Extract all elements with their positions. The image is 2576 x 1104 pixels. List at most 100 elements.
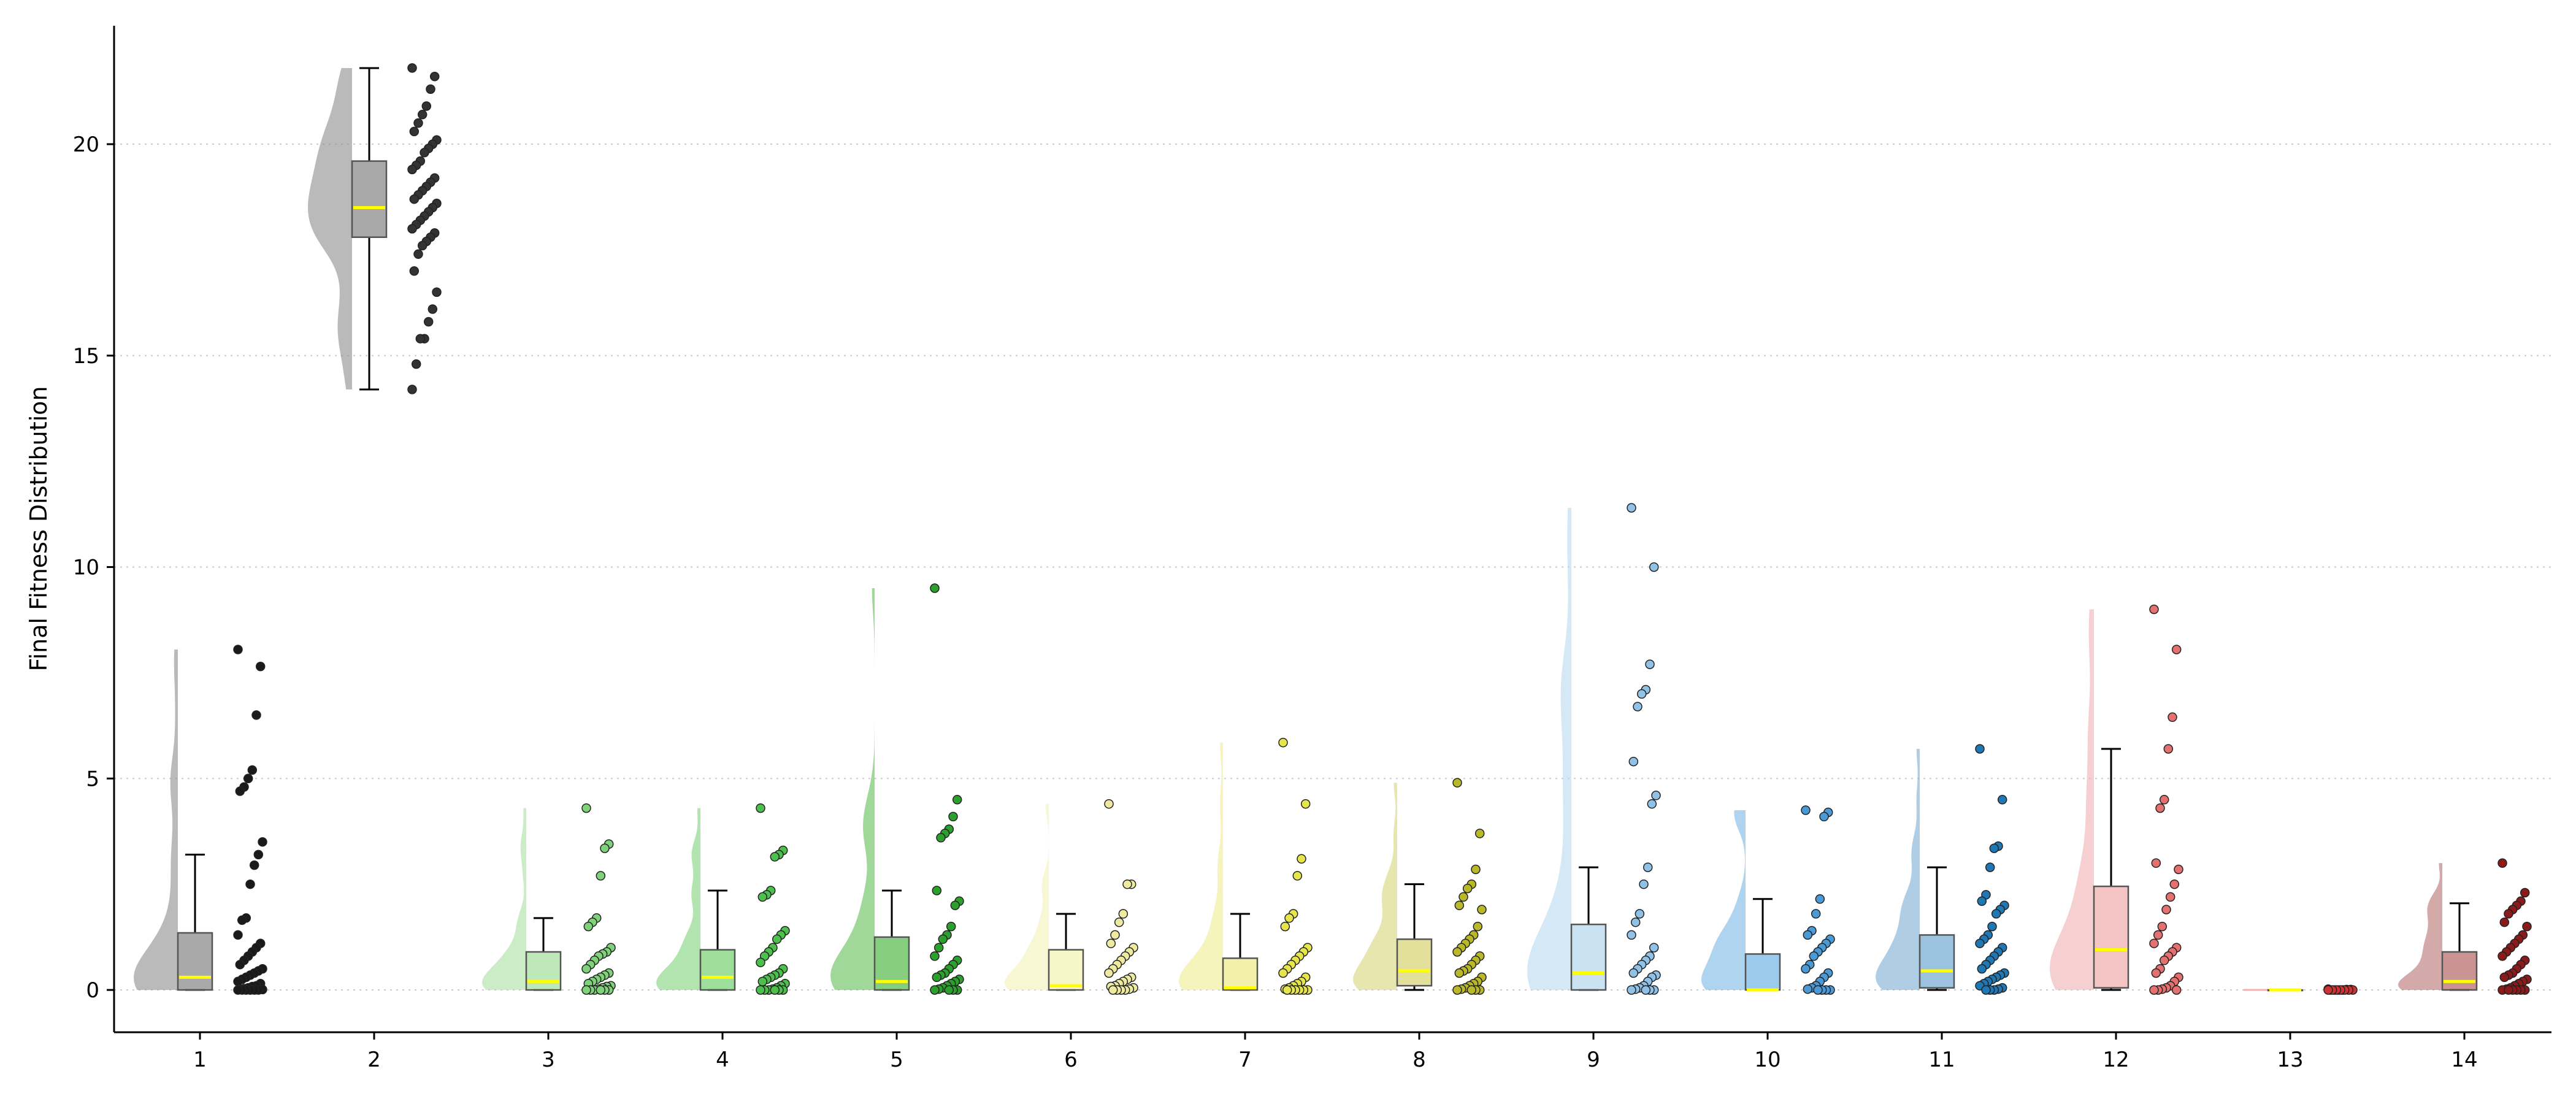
y-tick-label: 15 (73, 344, 99, 369)
data-point (1474, 829, 1485, 838)
data-point (1803, 984, 1813, 994)
data-point (1803, 930, 1813, 940)
box-iqr (2441, 951, 2478, 991)
data-point (237, 915, 247, 926)
data-point (1651, 791, 1661, 800)
x-tick-label: 13 (2277, 1048, 2303, 1072)
y-tick-label: 5 (86, 767, 99, 791)
x-tick-label: 10 (1754, 1048, 1781, 1072)
data-point (409, 194, 420, 204)
data-point (2171, 985, 2182, 995)
data-point (1452, 778, 1462, 788)
data-point (423, 316, 434, 327)
data-point (581, 964, 591, 974)
box-iqr (177, 932, 213, 991)
y-tick-label: 20 (73, 132, 99, 157)
data-point (930, 951, 940, 961)
data-point (427, 304, 438, 314)
data-point (2159, 956, 2169, 965)
data-point (2174, 864, 2183, 875)
x-tick-label: 5 (890, 1048, 903, 1072)
data-point (930, 583, 940, 593)
data-point (417, 110, 427, 120)
data-point (233, 645, 243, 654)
data-point (596, 871, 606, 881)
data-point (1284, 913, 1294, 923)
x-tick-label: 9 (1587, 1048, 1600, 1072)
violin-cloud (656, 808, 700, 991)
data-point (772, 934, 782, 945)
x-tick-label: 8 (1413, 1048, 1426, 1072)
data-point (2149, 938, 2159, 948)
data-point (2169, 879, 2180, 889)
violin-cloud (1179, 742, 1223, 991)
data-point (2165, 892, 2175, 902)
data-point (756, 985, 765, 995)
data-point (1813, 985, 1823, 995)
data-point (1635, 909, 1645, 919)
data-point (233, 985, 243, 995)
box-iqr (1744, 953, 1781, 991)
data-point (249, 860, 259, 870)
data-point (1809, 951, 1819, 961)
data-point (936, 833, 946, 843)
data-point (413, 249, 423, 259)
data-point (2153, 930, 2163, 940)
data-point (2499, 972, 2510, 983)
data-point (2323, 985, 2333, 995)
data-point (1649, 943, 1659, 953)
data-point (233, 930, 243, 940)
data-point (2522, 921, 2532, 932)
data-point (952, 795, 962, 805)
data-point (1104, 799, 1114, 809)
data-point (1278, 968, 1288, 978)
x-tick-label: 11 (1928, 1048, 1955, 1072)
x-tick-label: 3 (542, 1048, 555, 1072)
data-point (1292, 871, 1303, 881)
data-point (1459, 892, 1468, 902)
data-point (415, 334, 426, 343)
data-point (1452, 947, 1462, 957)
data-point (417, 240, 427, 251)
data-point (407, 164, 417, 175)
data-point (1627, 503, 1636, 513)
box-iqr (699, 949, 736, 991)
data-point (1122, 879, 1132, 889)
data-point (756, 803, 765, 813)
y-tick-label: 10 (73, 556, 99, 580)
box-iqr (1919, 934, 1955, 989)
data-point (2157, 921, 2168, 932)
data-point (933, 943, 944, 953)
data-point (1815, 894, 1825, 904)
data-point (2163, 744, 2174, 754)
x-tick-label: 7 (1238, 1048, 1252, 1072)
data-point (1477, 905, 1487, 914)
violin-cloud (482, 808, 526, 991)
data-point (2499, 917, 2510, 927)
y-axis-label: Final Fitness Distribution (25, 386, 52, 671)
data-point (1466, 985, 1477, 995)
violin-cloud (1353, 783, 1397, 991)
y-tick-label: 0 (86, 978, 99, 1003)
data-point (583, 921, 594, 932)
data-point (1649, 562, 1659, 572)
violin-cloud (2398, 863, 2442, 991)
data-point (1108, 985, 1118, 995)
grid-lines (114, 144, 2551, 991)
data-point (950, 900, 960, 910)
data-point (2497, 858, 2507, 868)
data-point (1110, 930, 1120, 940)
data-point (932, 886, 942, 895)
data-point (421, 101, 432, 111)
data-point (2151, 968, 2161, 978)
data-point (770, 985, 780, 995)
data-point (1627, 930, 1636, 940)
data-point (1473, 921, 1483, 932)
violin-cloud (1876, 749, 1920, 991)
data-point (1977, 964, 1987, 974)
data-point (1471, 864, 1481, 875)
data-point (756, 957, 765, 967)
violin-cloud (2050, 609, 2094, 991)
data-point (1633, 702, 1643, 711)
data-point (1801, 805, 1811, 815)
